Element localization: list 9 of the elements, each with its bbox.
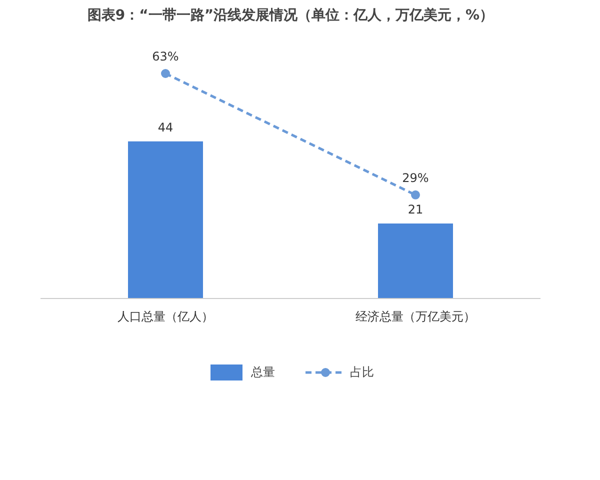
data-label: 44 <box>158 120 174 134</box>
data-label: 21 <box>408 202 424 216</box>
x-tick-label: 经济总量（万亿美元） <box>356 310 476 324</box>
data-label: 63% <box>152 50 179 64</box>
x-tick-label: 人口总量（亿人） <box>118 310 214 324</box>
legend-label: 总量 <box>251 364 275 380</box>
data-label: 29% <box>402 170 429 185</box>
chart-title: 图表9：“一带一路”沿线发展情况（单位：亿人，万亿美元，%） <box>87 6 494 24</box>
legend-label: 占比 <box>350 364 374 380</box>
